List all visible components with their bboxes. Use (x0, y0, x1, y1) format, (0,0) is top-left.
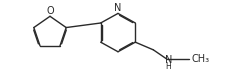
Text: N: N (114, 3, 122, 13)
Text: N: N (165, 55, 172, 65)
Text: H: H (165, 62, 171, 71)
Text: O: O (46, 6, 54, 16)
Text: CH₃: CH₃ (191, 54, 209, 64)
